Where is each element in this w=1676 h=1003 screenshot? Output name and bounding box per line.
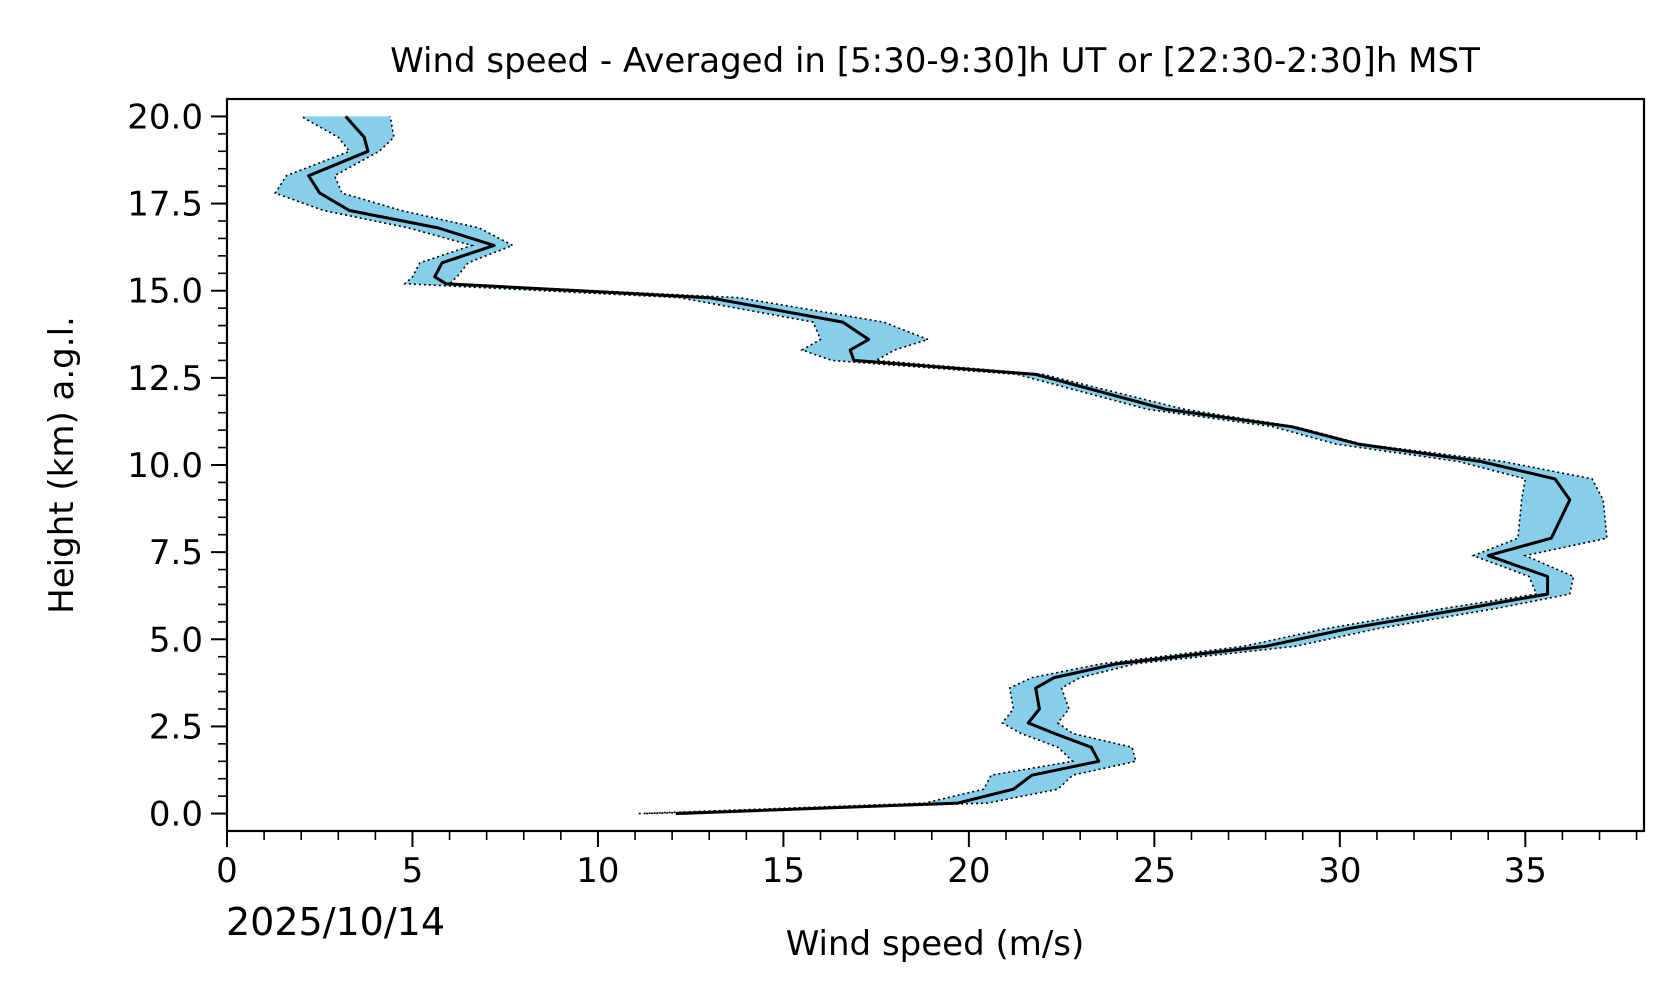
uncertainty-band (275, 116, 1607, 814)
x-tick-label: 35 (1504, 851, 1547, 891)
mean-wind-line (307, 115, 1572, 816)
y-tick-label: 2.5 (149, 707, 203, 747)
x-tick-label: 0 (216, 851, 238, 891)
y-tick-label: 5.0 (149, 620, 203, 660)
y-tick-label: 12.5 (127, 359, 203, 399)
chart-title: Wind speed - Averaged in [5:30-9:30]h UT… (390, 41, 1480, 81)
x-tick-label: 25 (1133, 851, 1176, 891)
y-tick-label: 0.0 (149, 795, 203, 835)
lower-bound-line (273, 115, 1538, 815)
y-tick-label: 17.5 (127, 185, 203, 225)
y-tick-label: 7.5 (149, 533, 203, 573)
y-tick-label: 10.0 (127, 446, 203, 486)
y-tick-label: 20.0 (127, 97, 203, 137)
date-label: 2025/10/14 (226, 900, 446, 944)
x-tick-label: 15 (762, 851, 805, 891)
x-tick-label: 30 (1318, 851, 1361, 891)
plot-frame (225, 97, 1646, 833)
upper-bound-line (333, 116, 1608, 815)
x-tick-label: 5 (402, 851, 424, 891)
x-axis-label: Wind speed (m/s) (786, 924, 1085, 964)
x-tick-label: 10 (576, 851, 619, 891)
y-tick-label: 15.0 (127, 272, 203, 312)
y-axis-label: Height (km) a.g.l. (42, 316, 82, 614)
x-tick-label: 20 (947, 851, 990, 891)
